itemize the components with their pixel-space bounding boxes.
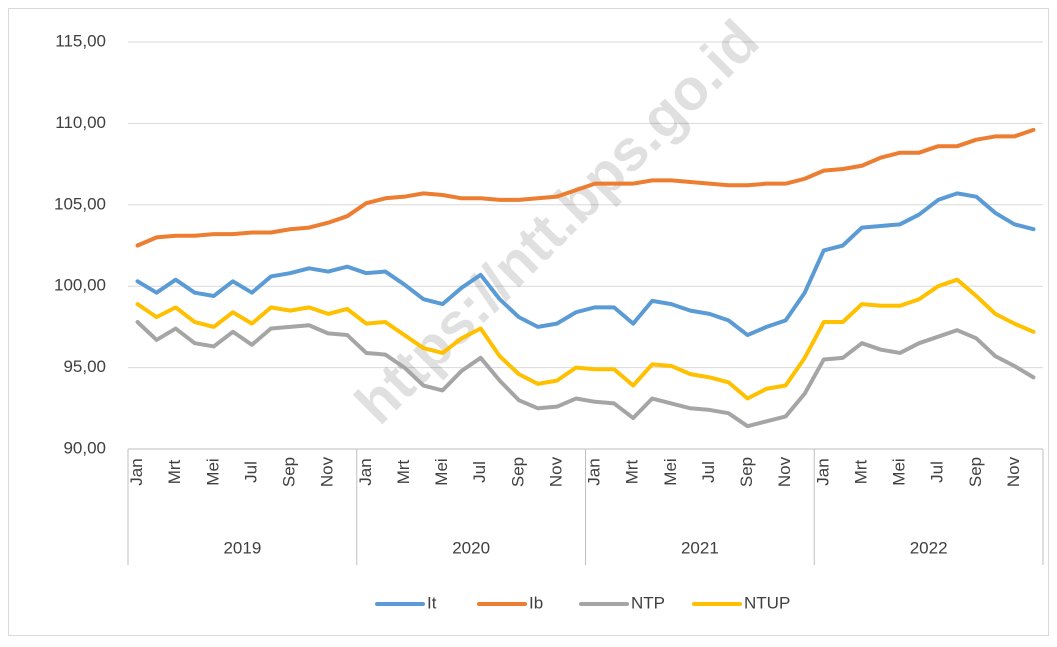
x-tick-label: Jul [470, 461, 489, 483]
x-tick-label: Jul [241, 461, 260, 483]
x-tick-label: Jul [699, 461, 718, 483]
y-tick-label: 115,00 [55, 31, 106, 50]
x-tick-label: Nov [546, 456, 565, 487]
y-tick-label: 95,00 [63, 357, 106, 376]
x-tick-label: Sep [508, 457, 527, 487]
x-tick-label: Mei [890, 458, 909, 485]
x-tick-label: Mrt [851, 459, 870, 484]
x-tick-label: Jan [356, 458, 375, 485]
x-tick-label: Mei [432, 458, 451, 485]
legend-label: NTP [631, 593, 665, 612]
legend-label: Ib [529, 593, 543, 612]
x-tick-label: Sep [966, 457, 985, 487]
x-tick-label: Nov [1004, 456, 1023, 487]
x-tick-label: Mei [203, 458, 222, 485]
y-tick-label: 90,00 [63, 438, 106, 457]
x-tick-label: Mei [661, 458, 680, 485]
series-line [135, 191, 1036, 338]
x-tick-label: Sep [280, 457, 299, 487]
year-label: 2020 [452, 538, 490, 557]
x-tick-label: Mrt [623, 459, 642, 484]
x-tick-label: Mrt [165, 459, 184, 484]
x-tick-label: Nov [775, 456, 794, 487]
year-label: 2022 [910, 538, 948, 557]
y-tick-label: 105,00 [54, 194, 106, 213]
y-tick-label: 110,00 [55, 113, 106, 132]
x-tick-label: Jan [127, 458, 146, 485]
year-label: 2021 [681, 538, 719, 557]
x-tick-label: Mrt [394, 459, 413, 484]
legend-label: It [427, 593, 437, 612]
series-line [135, 320, 1036, 429]
legend-label: NTUP [744, 593, 790, 612]
series-line [135, 127, 1036, 248]
x-tick-label: Jul [928, 461, 947, 483]
y-tick-label: 100,00 [54, 276, 106, 295]
year-label: 2019 [223, 538, 261, 557]
series-line [135, 277, 1036, 401]
x-tick-label: Nov [318, 456, 337, 487]
x-tick-label: Sep [737, 457, 756, 487]
x-tick-label: Jan [813, 458, 832, 485]
x-tick-label: Jan [585, 458, 604, 485]
